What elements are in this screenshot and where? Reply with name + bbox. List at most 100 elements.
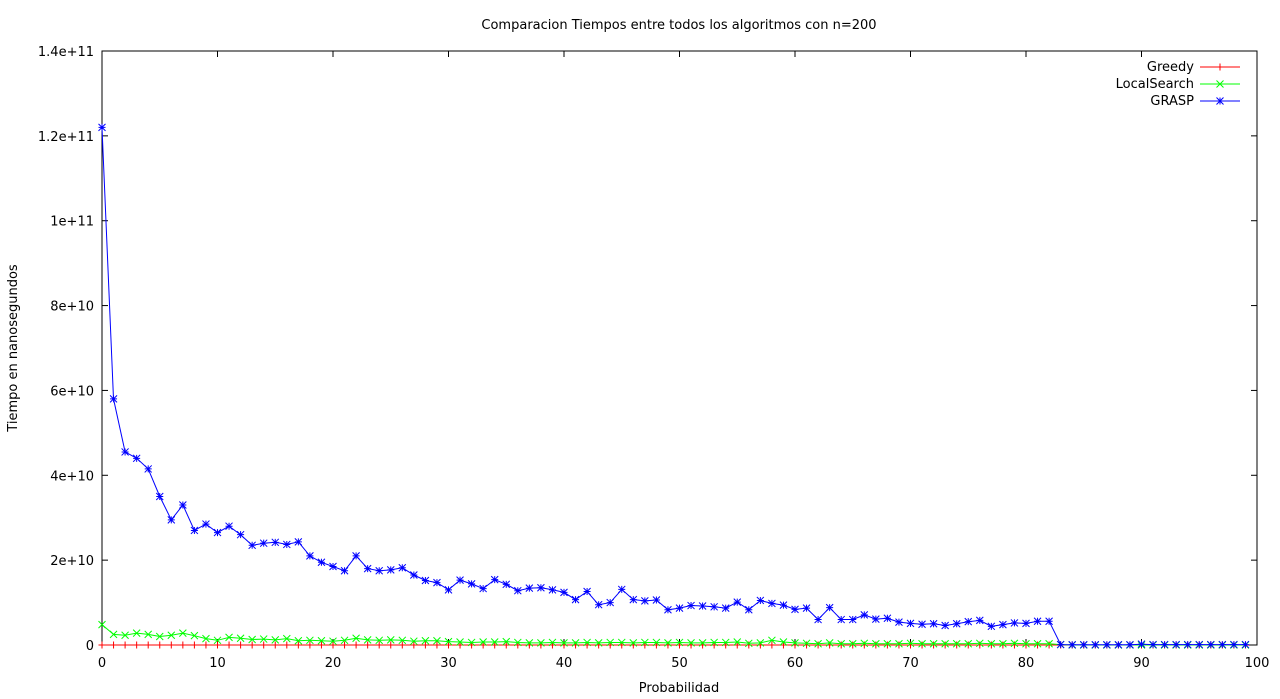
x-axis-label: Probabilidad xyxy=(639,681,719,696)
data-point-grasp xyxy=(999,620,1007,629)
data-point-greedy xyxy=(202,641,210,649)
data-point-localsearch xyxy=(583,638,591,647)
data-point-localsearch xyxy=(698,639,707,647)
data-point-localsearch xyxy=(213,636,222,645)
data-point-greedy xyxy=(214,641,221,649)
data-point-grasp xyxy=(202,520,210,528)
x-tick-label: 20 xyxy=(325,656,342,671)
data-point-localsearch xyxy=(502,637,511,646)
data-point-localsearch xyxy=(710,638,719,647)
data-point-localsearch xyxy=(225,633,233,642)
data-point-greedy xyxy=(260,641,268,649)
data-point-localsearch xyxy=(652,638,661,647)
data-point-grasp xyxy=(1079,640,1088,649)
data-point-grasp xyxy=(941,621,950,630)
data-point-grasp xyxy=(1056,640,1065,649)
data-point-localsearch xyxy=(594,639,603,647)
data-point-greedy xyxy=(849,641,857,649)
data-point-grasp xyxy=(213,528,222,537)
data-point-grasp xyxy=(132,454,141,463)
data-point-greedy xyxy=(387,641,395,649)
data-point-localsearch xyxy=(1022,639,1030,648)
data-point-localsearch xyxy=(513,638,522,647)
data-point-localsearch xyxy=(363,636,372,644)
data-point-greedy xyxy=(941,641,949,649)
data-point-greedy xyxy=(883,641,891,649)
data-point-grasp xyxy=(502,580,511,589)
data-point-localsearch xyxy=(675,638,684,647)
data-point-grasp xyxy=(1183,640,1192,649)
x-tick-label: 40 xyxy=(556,656,573,671)
data-point-grasp xyxy=(837,615,846,624)
data-point-grasp xyxy=(791,605,799,614)
data-point-localsearch xyxy=(155,632,164,641)
data-point-grasp xyxy=(848,615,857,624)
data-point-localsearch xyxy=(306,636,314,645)
data-point-grasp xyxy=(167,515,176,524)
data-point-greedy xyxy=(1045,641,1053,649)
data-point-greedy xyxy=(1034,641,1042,649)
data-point-grasp xyxy=(768,599,776,608)
data-point-grasp xyxy=(259,539,268,548)
data-point-localsearch xyxy=(733,638,742,646)
data-point-localsearch xyxy=(433,636,441,645)
data-point-localsearch xyxy=(687,639,695,647)
data-point-greedy xyxy=(1022,641,1030,649)
data-point-localsearch xyxy=(768,636,776,645)
x-tick-label: 10 xyxy=(209,656,226,671)
data-point-localsearch xyxy=(248,635,257,644)
data-point-greedy xyxy=(907,641,914,649)
data-point-grasp xyxy=(178,501,187,509)
data-point-grasp xyxy=(1033,617,1042,626)
data-point-localsearch xyxy=(294,636,303,645)
legend-marker-localsearch xyxy=(1216,80,1224,88)
x-tick-label: 90 xyxy=(1133,656,1150,671)
y-tick-label: 2e+10 xyxy=(50,554,94,569)
data-point-grasp xyxy=(1010,619,1019,627)
data-point-grasp xyxy=(375,566,384,575)
data-point-greedy xyxy=(352,641,360,649)
data-point-localsearch xyxy=(490,638,499,646)
y-tick-label: 1.2e+11 xyxy=(38,130,94,145)
data-point-localsearch xyxy=(1045,639,1053,648)
x-tick-label: 60 xyxy=(787,656,804,671)
data-point-greedy xyxy=(98,641,106,649)
data-point-localsearch xyxy=(825,639,834,647)
data-point-localsearch xyxy=(744,639,753,648)
data-point-localsearch xyxy=(999,639,1007,648)
data-point-localsearch xyxy=(386,636,395,644)
y-tick-label: 4e+10 xyxy=(50,469,94,484)
x-tick-label: 80 xyxy=(1018,656,1035,671)
data-point-grasp xyxy=(640,597,649,605)
data-point-grasp xyxy=(340,566,349,575)
data-point-grasp xyxy=(617,585,626,594)
data-point-localsearch xyxy=(952,639,961,648)
data-point-grasp xyxy=(421,576,430,585)
data-point-localsearch xyxy=(178,629,187,637)
y-tick-label: 1.4e+11 xyxy=(38,45,94,60)
data-point-grasp xyxy=(1230,640,1238,649)
data-point-greedy xyxy=(502,641,510,649)
data-point-greedy xyxy=(283,641,291,649)
data-point-localsearch xyxy=(144,630,153,639)
data-point-greedy xyxy=(445,641,452,649)
data-point-grasp xyxy=(1149,640,1157,649)
data-point-grasp xyxy=(1195,640,1204,649)
data-point-grasp xyxy=(675,604,684,612)
data-point-greedy xyxy=(398,641,406,649)
data-point-greedy xyxy=(179,641,187,649)
data-point-grasp xyxy=(906,619,915,628)
data-point-localsearch xyxy=(259,635,268,643)
data-point-localsearch xyxy=(537,639,545,647)
data-point-grasp xyxy=(98,123,106,132)
data-point-grasp xyxy=(1068,640,1077,649)
data-point-grasp xyxy=(1091,640,1100,649)
legend: Greedy LocalSearch GRASP xyxy=(1116,60,1240,109)
data-point-localsearch xyxy=(421,636,430,645)
data-point-grasp xyxy=(1218,640,1227,649)
data-point-grasp xyxy=(271,538,280,547)
data-point-grasp xyxy=(583,587,591,596)
series-grasp xyxy=(98,123,1250,649)
data-point-localsearch xyxy=(964,639,973,648)
